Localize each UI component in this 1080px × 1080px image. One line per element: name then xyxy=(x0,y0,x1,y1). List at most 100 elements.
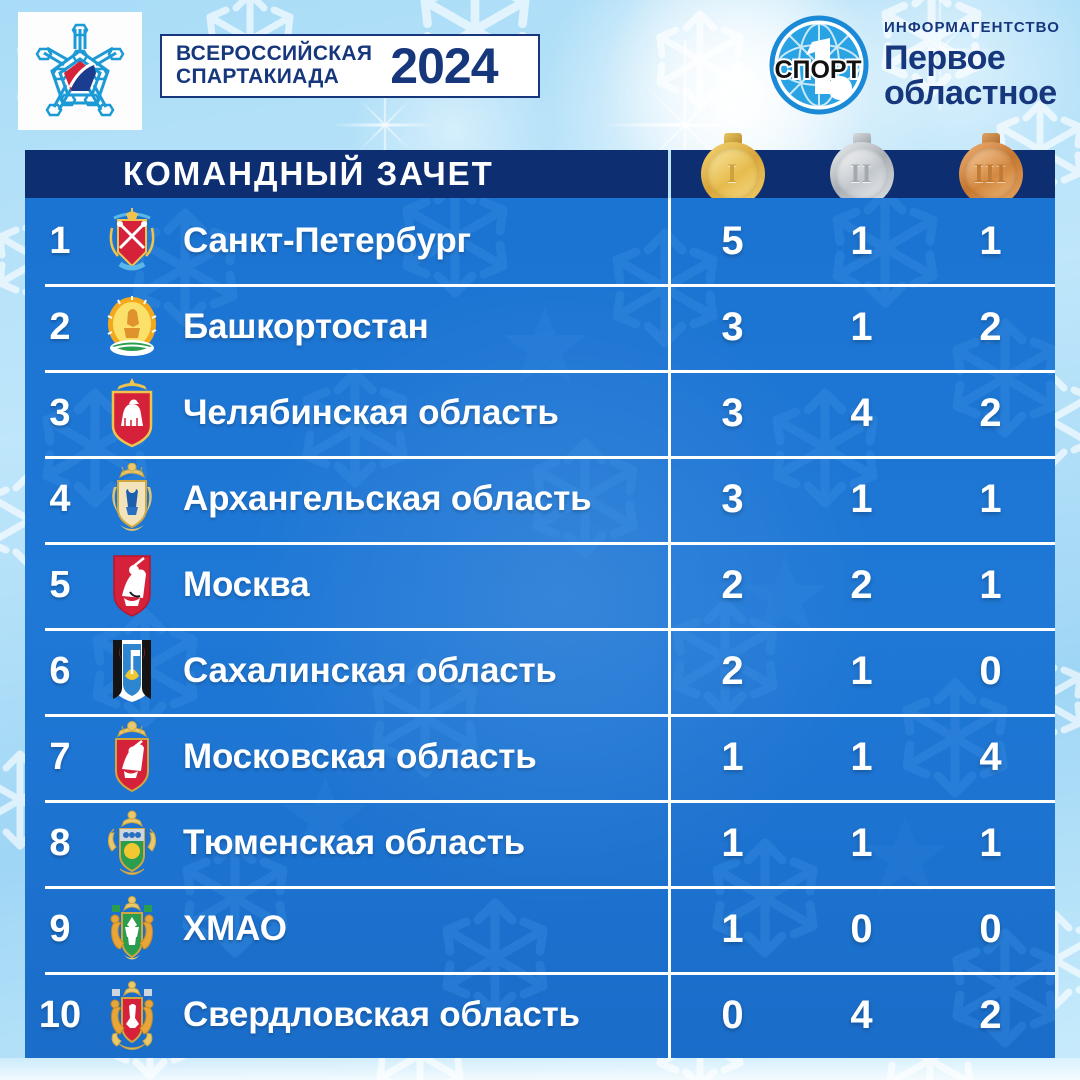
table-row[interactable]: 5 Москва 2 2 xyxy=(25,542,1055,628)
row-gold-count: 1 xyxy=(721,906,744,951)
row-region-name: Санкт-Петербург xyxy=(183,221,471,260)
silver-medal-numeral: II xyxy=(850,159,873,188)
row-region-name: ХМАО xyxy=(183,909,287,948)
row-gold-count: 3 xyxy=(721,304,744,349)
table-row[interactable]: 8 xyxy=(25,800,1055,886)
row-silver-count: 0 xyxy=(850,906,873,951)
row-gold-count: 2 xyxy=(721,648,744,693)
standings-board: КОМАНДНЫЙ ЗАЧЕТ I II xyxy=(25,133,1055,1058)
row-gold-count: 2 xyxy=(721,562,744,607)
region-crest-icon-tyumen xyxy=(95,804,169,882)
bronze-medal-icon: III xyxy=(958,133,1023,206)
row-scores: 3 1 1 xyxy=(668,456,1055,542)
header-column-divider xyxy=(668,150,671,198)
body-column-divider xyxy=(668,198,671,1058)
row-rank: 1 xyxy=(49,219,71,262)
row-silver-count: 2 xyxy=(850,562,873,607)
row-bronze-count: 2 xyxy=(979,390,1002,435)
poster-header: ВСЕРОССИЙСКАЯ СПАРТАКИАДА 2024 xyxy=(0,0,1080,140)
region-crest-icon-bashkir xyxy=(95,288,169,366)
row-region-name: Архангельская область xyxy=(183,479,592,518)
standings-header-bar: КОМАНДНЫЙ ЗАЧЕТ I II xyxy=(25,133,1055,206)
sport1-logo-icon: СПОРТ xyxy=(768,14,870,116)
row-gold-count: 0 xyxy=(721,992,744,1037)
row-rank: 8 xyxy=(49,821,71,864)
medal-header-group: I II III xyxy=(668,133,1055,206)
table-row[interactable]: 10 xyxy=(25,972,1055,1058)
row-rank: 10 xyxy=(38,993,82,1036)
spartakiada-emblem-icon xyxy=(35,23,125,117)
brand-block: СПОРТ ИНФОРМАГЕНТСТВО Первое областное xyxy=(768,14,1060,116)
row-scores: 5 1 1 xyxy=(668,198,1055,284)
region-crest-icon-moscow xyxy=(95,546,169,624)
gold-medal-icon: I xyxy=(700,133,765,206)
brand-name-line1: Первое xyxy=(884,38,1006,77)
bronze-medal-column-header: III xyxy=(926,133,1055,206)
row-silver-count: 1 xyxy=(850,820,873,865)
row-gold-count: 1 xyxy=(721,820,744,865)
row-scores: 1 0 0 xyxy=(668,886,1055,972)
row-silver-count: 1 xyxy=(850,648,873,693)
row-scores: 3 1 2 xyxy=(668,284,1055,370)
region-crest-icon-spb xyxy=(95,202,169,280)
table-row[interactable]: 6 Сахал xyxy=(25,628,1055,714)
row-scores: 2 1 0 xyxy=(668,628,1055,714)
bronze-medal-numeral: III xyxy=(973,159,1008,188)
sport1-logo-text: СПОРТ xyxy=(774,56,861,84)
row-gold-count: 3 xyxy=(721,476,744,521)
row-rank: 9 xyxy=(49,907,71,950)
table-row[interactable]: 9 xyxy=(25,886,1055,972)
row-silver-count: 1 xyxy=(850,734,873,779)
row-rank: 2 xyxy=(49,305,71,348)
table-row[interactable]: 7 xyxy=(25,714,1055,800)
row-region-name: Башкортостан xyxy=(183,307,429,346)
row-bronze-count: 4 xyxy=(979,734,1002,779)
spartakiada-logo xyxy=(18,12,142,130)
table-row[interactable]: 4 xyxy=(25,456,1055,542)
row-bronze-count: 1 xyxy=(979,218,1002,263)
region-crest-icon-mosobl xyxy=(95,718,169,796)
gold-medal-column-header: I xyxy=(668,133,797,206)
spartakiada-title-line2: СПАРТАКИАДА xyxy=(176,65,340,88)
brand-name-line2: областное xyxy=(884,73,1057,112)
row-region-name: Тюменская область xyxy=(183,823,525,862)
standings-title: КОМАНДНЫЙ ЗАЧЕТ xyxy=(123,155,494,192)
row-scores: 2 2 1 xyxy=(668,542,1055,628)
row-scores: 1 1 1 xyxy=(668,800,1055,886)
region-crest-icon-sverdlovsk xyxy=(95,976,169,1054)
row-rank: 3 xyxy=(49,391,71,434)
row-bronze-count: 2 xyxy=(979,992,1002,1037)
row-silver-count: 1 xyxy=(850,218,873,263)
row-bronze-count: 1 xyxy=(979,476,1002,521)
row-bronze-count: 0 xyxy=(979,648,1002,693)
row-scores: 3 4 2 xyxy=(668,370,1055,456)
row-rank: 7 xyxy=(49,735,71,778)
standings-rows: 1 Санкт xyxy=(25,198,1055,1058)
row-silver-count: 1 xyxy=(850,304,873,349)
gold-medal-numeral: I xyxy=(726,159,739,188)
row-silver-count: 1 xyxy=(850,476,873,521)
spartakiada-title-lines: ВСЕРОССИЙСКАЯ СПАРТАКИАДА xyxy=(176,43,372,88)
silver-medal-icon: II xyxy=(829,133,894,206)
table-row[interactable]: 3 Ч xyxy=(25,370,1055,456)
spartakiada-title-line1: ВСЕРОССИЙСКАЯ xyxy=(176,42,373,66)
row-rank: 6 xyxy=(49,649,71,692)
row-bronze-count: 2 xyxy=(979,304,1002,349)
row-gold-count: 5 xyxy=(721,218,744,263)
standings-body: 1 Санкт xyxy=(25,198,1055,1058)
row-rank: 4 xyxy=(49,477,71,520)
silver-medal-column-header: II xyxy=(797,133,926,206)
row-region-name: Москва xyxy=(183,565,310,604)
spartakiada-year: 2024 xyxy=(390,38,498,94)
table-row[interactable]: 1 Санкт xyxy=(25,198,1055,284)
region-crest-icon-chelyabinsk xyxy=(95,374,169,452)
spartakiada-title-box: ВСЕРОССИЙСКАЯ СПАРТАКИАДА 2024 xyxy=(160,34,540,98)
row-bronze-count: 1 xyxy=(979,820,1002,865)
row-region-name: Челябинская область xyxy=(183,393,559,432)
row-bronze-count: 0 xyxy=(979,906,1002,951)
row-bronze-count: 1 xyxy=(979,562,1002,607)
row-silver-count: 4 xyxy=(850,390,873,435)
table-row[interactable]: 2 xyxy=(25,284,1055,370)
row-region-name: Сахалинская область xyxy=(183,651,557,690)
